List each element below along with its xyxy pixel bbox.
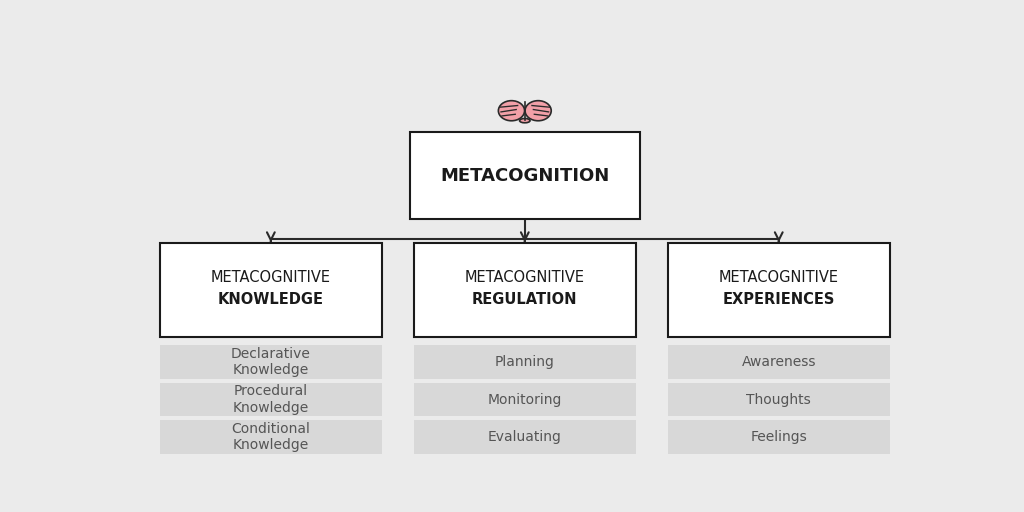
- Text: METACOGNITIVE: METACOGNITIVE: [719, 270, 839, 285]
- Text: METACOGNITIVE: METACOGNITIVE: [465, 270, 585, 285]
- Bar: [414, 243, 636, 337]
- Bar: [160, 345, 382, 379]
- Text: Declarative
Knowledge: Declarative Knowledge: [230, 347, 311, 377]
- Bar: [160, 420, 382, 454]
- Text: METACOGNITIVE: METACOGNITIVE: [211, 270, 331, 285]
- Bar: [668, 243, 890, 337]
- Bar: [160, 243, 382, 337]
- Ellipse shape: [519, 118, 530, 123]
- Ellipse shape: [525, 101, 551, 121]
- Text: METACOGNITION: METACOGNITION: [440, 167, 609, 185]
- Bar: [668, 383, 890, 416]
- Bar: [414, 383, 636, 416]
- Bar: [668, 345, 890, 379]
- Ellipse shape: [499, 101, 524, 121]
- Text: Evaluating: Evaluating: [487, 430, 562, 444]
- Text: Thoughts: Thoughts: [746, 393, 811, 407]
- Text: Monitoring: Monitoring: [487, 393, 562, 407]
- Text: REGULATION: REGULATION: [472, 292, 578, 307]
- Text: Awareness: Awareness: [741, 355, 816, 369]
- Text: Procedural
Knowledge: Procedural Knowledge: [232, 385, 309, 415]
- Text: Feelings: Feelings: [751, 430, 807, 444]
- Text: KNOWLEDGE: KNOWLEDGE: [218, 292, 324, 307]
- Text: EXPERIENCES: EXPERIENCES: [723, 292, 835, 307]
- Bar: [414, 420, 636, 454]
- Text: Conditional
Knowledge: Conditional Knowledge: [231, 422, 310, 452]
- Bar: [410, 133, 640, 219]
- Bar: [160, 383, 382, 416]
- Bar: [668, 420, 890, 454]
- Bar: [414, 345, 636, 379]
- Text: Planning: Planning: [495, 355, 555, 369]
